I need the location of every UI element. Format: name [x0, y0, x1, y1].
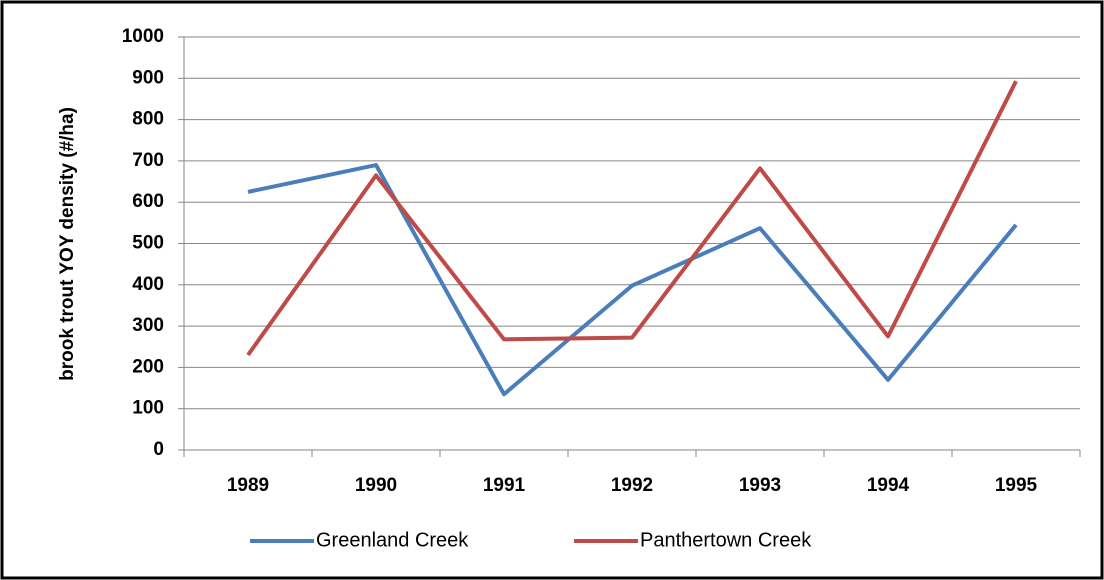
legend-label: Greenland Creek [316, 529, 469, 551]
x-tick-label: 1995 [995, 475, 1038, 496]
y-tick-label: 600 [132, 191, 164, 212]
line-series [247, 163, 1018, 397]
y-tick-label: 1000 [122, 26, 164, 47]
line-series [246, 80, 1018, 357]
x-tick-label: 1994 [867, 475, 910, 496]
y-tick-label: 800 [132, 109, 164, 130]
x-tick-label: 1991 [483, 475, 526, 496]
y-tick-label: 100 [132, 398, 164, 419]
y-tick-label: 700 [132, 150, 164, 171]
x-tick-label: 1993 [739, 475, 781, 496]
x-tick-label: 1989 [227, 475, 269, 496]
y-tick-label: 400 [132, 274, 164, 295]
y-tick-label: 900 [132, 67, 164, 88]
y-tick-label: 200 [132, 356, 164, 377]
x-tick-label: 1990 [355, 475, 397, 496]
y-tick-label: 0 [153, 439, 164, 460]
legend-label: Panthertown Creek [640, 529, 812, 551]
y-tick-label: 500 [132, 233, 164, 254]
y-axis-label: brook trout YOY density (#/ha) [57, 107, 78, 381]
y-tick-label: 300 [132, 315, 164, 336]
x-tick-label: 1992 [611, 475, 653, 496]
